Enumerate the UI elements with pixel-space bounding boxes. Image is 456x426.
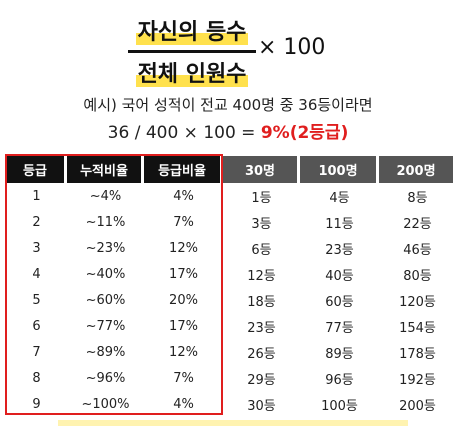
cell-200-students: 154등	[399, 320, 436, 336]
cell-grade: 1	[32, 188, 41, 204]
formula-numerator: 자신의 등수	[135, 20, 249, 45]
cell-grade-ratio: 17%	[169, 318, 198, 334]
cell-grade: 4	[32, 266, 41, 282]
table-row: 2 ~11% 7% 3등 11등 22등	[6, 209, 456, 235]
example-result: 9%(2등급)	[260, 123, 349, 143]
table-row: 9 ~100% 4% 30등 100등 200등	[6, 391, 456, 417]
cell-grade-ratio: 12%	[169, 344, 198, 360]
table-row: 8 ~96% 7% 29등 96등 192등	[6, 365, 456, 391]
cell-cumulative-ratio: ~77%	[85, 318, 126, 334]
grade-table: 등급 누적비율 등급비율 30명 100명 200명 1 ~4% 4% 1등 4등 8등 2…	[6, 156, 456, 417]
header-100-students: 100명	[300, 156, 379, 183]
cell-grade-ratio: 7%	[173, 214, 194, 230]
cell-30-students: 18등	[247, 294, 276, 310]
cell-30-students: 6등	[251, 242, 272, 258]
cell-100-students: 23등	[325, 242, 354, 258]
cell-grade: 2	[32, 214, 41, 230]
cell-100-students: 4등	[329, 190, 350, 206]
cell-cumulative-ratio: ~100%	[81, 396, 130, 412]
cell-200-students: 8등	[407, 190, 428, 206]
cell-100-students: 40등	[325, 268, 354, 284]
cell-200-students: 22등	[403, 216, 432, 232]
cell-cumulative-ratio: ~89%	[85, 344, 126, 360]
cell-30-students: 1등	[251, 190, 272, 206]
cell-grade: 7	[32, 344, 41, 360]
table-row: 5 ~60% 20% 18등 60등 120등	[6, 287, 456, 313]
example-description: 예시) 국어 성적이 전교 400명 중 36등이라면	[83, 96, 373, 114]
table-header-row: 등급 누적비율 등급비율 30명 100명 200명	[6, 156, 456, 183]
cell-200-students: 178등	[399, 346, 436, 362]
example-calculation: 36 / 400 × 100 = 9%(2등급)	[0, 118, 456, 143]
formula-denominator: 전체 인원수	[135, 62, 249, 87]
table-row: 1 ~4% 4% 1등 4등 8등	[6, 183, 456, 209]
cell-100-students: 96등	[325, 372, 354, 388]
cell-cumulative-ratio: ~23%	[85, 240, 126, 256]
cell-grade: 5	[32, 292, 41, 308]
cell-200-students: 80등	[403, 268, 432, 284]
table-row: 6 ~77% 17% 23등 77등 154등	[6, 313, 456, 339]
cell-cumulative-ratio: ~60%	[85, 292, 126, 308]
cell-grade: 3	[32, 240, 41, 256]
cell-grade-ratio: 17%	[169, 266, 198, 282]
cell-100-students: 100등	[321, 398, 358, 414]
table-row: 3 ~23% 12% 6등 23등 46등	[6, 235, 456, 261]
cell-30-students: 30등	[247, 398, 276, 414]
cell-cumulative-ratio: ~96%	[85, 370, 126, 386]
cell-grade-ratio: 12%	[169, 240, 198, 256]
fraction-line	[128, 50, 256, 53]
table-row: 4 ~40% 17% 12등 40등 80등	[6, 261, 456, 287]
formula-multiplier: × 100	[258, 35, 326, 60]
cell-100-students: 11등	[325, 216, 354, 232]
cell-grade: 9	[32, 396, 41, 412]
cell-grade-ratio: 4%	[173, 188, 194, 204]
table-row: 7 ~89% 12% 26등 89등 178등	[6, 339, 456, 365]
cell-grade: 8	[32, 370, 41, 386]
example-calc-text: 36 / 400 × 100 =	[107, 123, 261, 143]
header-grade: 등급	[6, 156, 67, 183]
cell-30-students: 26등	[247, 346, 276, 362]
cell-grade: 6	[32, 318, 41, 334]
cell-30-students: 3등	[251, 216, 272, 232]
cell-cumulative-ratio: ~40%	[85, 266, 126, 282]
cell-100-students: 77등	[325, 320, 354, 336]
cell-200-students: 192등	[399, 372, 436, 388]
cell-30-students: 29등	[247, 372, 276, 388]
cell-cumulative-ratio: ~11%	[85, 214, 126, 230]
cell-30-students: 12등	[247, 268, 276, 284]
header-grade-ratio: 등급비율	[144, 156, 223, 183]
cell-200-students: 200등	[399, 398, 436, 414]
grade-formula: 자신의 등수 전체 인원수 × 100	[0, 0, 456, 94]
highlight-strip	[58, 420, 408, 426]
cell-grade-ratio: 20%	[169, 292, 198, 308]
header-30-students: 30명	[223, 156, 300, 183]
header-200-students: 200명	[379, 156, 456, 183]
cell-100-students: 60등	[325, 294, 354, 310]
cell-30-students: 23등	[247, 320, 276, 336]
cell-100-students: 89등	[325, 346, 354, 362]
table-body: 1 ~4% 4% 1등 4등 8등 2 ~11% 7% 3등 11등 22등 3 ~23% 12% 6등 23등…	[6, 183, 456, 417]
cell-grade-ratio: 4%	[173, 396, 194, 412]
cell-cumulative-ratio: ~4%	[89, 188, 122, 204]
cell-200-students: 46등	[403, 242, 432, 258]
cell-200-students: 120등	[399, 294, 436, 310]
cell-grade-ratio: 7%	[173, 370, 194, 386]
header-cumulative-ratio: 누적비율	[67, 156, 144, 183]
